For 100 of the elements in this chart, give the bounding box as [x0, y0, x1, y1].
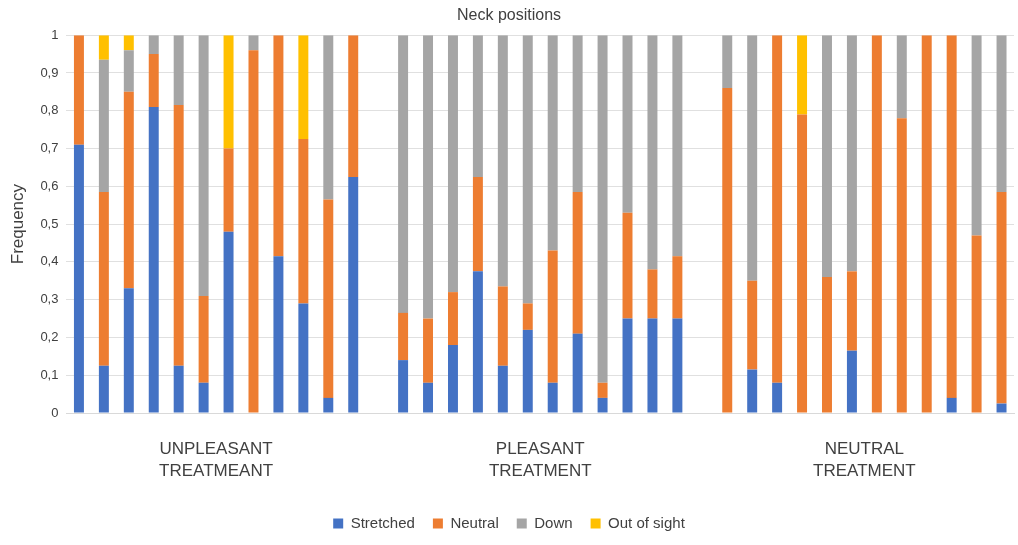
bar [123, 50, 134, 92]
bar [472, 35, 483, 177]
legend-label: Down [534, 513, 573, 531]
bar [198, 35, 209, 296]
bar [572, 35, 583, 192]
bar [797, 35, 808, 115]
text: PLEASANT TREATMENT [488, 439, 592, 481]
bar [597, 35, 608, 383]
chart-title: Neck positions [456, 6, 562, 24]
bar [148, 35, 159, 55]
bar [497, 365, 508, 413]
bar [173, 35, 184, 106]
text: NEUTRAL TREATMENT [813, 439, 916, 481]
bar [348, 35, 359, 177]
text: UNPLEASANT TREATMEANT [159, 439, 274, 481]
bar [248, 35, 259, 51]
bar [298, 35, 309, 140]
bar [672, 35, 683, 257]
bar [248, 50, 259, 413]
y-tick-label: 0,4 [40, 253, 59, 269]
bar [672, 256, 683, 319]
bar [298, 139, 309, 304]
bar [622, 318, 633, 413]
bar [273, 35, 284, 257]
bar [398, 312, 409, 361]
bar [946, 35, 957, 398]
bar [896, 118, 907, 413]
bar [896, 35, 907, 119]
bar [73, 144, 84, 413]
bar [223, 231, 234, 413]
bar [597, 382, 608, 398]
y-tick-label: 0 [51, 404, 59, 420]
bar [223, 35, 234, 149]
y-tick-label: 0,3 [40, 291, 59, 307]
y-axis-title: Frequency [7, 183, 27, 265]
bar [423, 382, 434, 413]
legend-label: Neutral [450, 513, 499, 531]
y-tick-label: 0,5 [40, 215, 59, 231]
bar [846, 271, 857, 351]
bar [647, 318, 658, 413]
bar [497, 286, 508, 366]
y-tick-label: 0,6 [40, 177, 59, 193]
bar [173, 105, 184, 366]
bar [747, 280, 758, 370]
bar [772, 35, 783, 383]
y-tick-label: 0,7 [40, 140, 59, 156]
bar [173, 365, 184, 413]
bar [98, 191, 109, 366]
bar [447, 35, 458, 293]
bar [497, 35, 508, 287]
bar [647, 269, 658, 319]
bar [647, 35, 658, 270]
legend-label: Stretched [350, 513, 415, 531]
bar [123, 91, 134, 289]
bar [747, 369, 758, 413]
bar [846, 35, 857, 272]
y-tick-label: 0,9 [40, 64, 59, 80]
bar [123, 288, 134, 413]
y-tick-label: 0,1 [40, 366, 59, 382]
bar [871, 35, 882, 413]
bar [622, 212, 633, 319]
bar [971, 35, 982, 236]
bar [547, 35, 558, 251]
bar [822, 35, 832, 277]
bar [772, 382, 783, 413]
bar [522, 35, 533, 304]
bar [98, 35, 109, 60]
bar [323, 199, 334, 398]
bar [423, 35, 434, 319]
bar [73, 35, 84, 145]
bar [597, 397, 608, 413]
bar [223, 148, 234, 232]
bar [996, 191, 1007, 404]
bar [98, 365, 109, 413]
bar [522, 303, 533, 330]
bar [298, 303, 309, 413]
y-tick-label: 0,8 [40, 102, 59, 118]
bar [98, 59, 109, 192]
bar [547, 250, 558, 383]
bar [547, 382, 558, 413]
bar [323, 397, 334, 413]
bar [273, 256, 284, 413]
bar [398, 35, 409, 313]
bar [722, 35, 733, 89]
bar [348, 176, 359, 413]
bar [198, 382, 209, 413]
bar [447, 292, 458, 345]
bar [398, 360, 409, 413]
bar [123, 35, 134, 51]
legend-label: Out of sight [608, 513, 686, 531]
bar [423, 318, 434, 383]
y-tick-label: 0,2 [40, 329, 59, 345]
bar [572, 333, 583, 413]
bar [148, 106, 159, 413]
bar [946, 397, 957, 413]
bar [996, 403, 1007, 413]
bar [447, 345, 458, 413]
bar [996, 35, 1007, 192]
bar [522, 329, 533, 413]
bar [198, 295, 209, 383]
